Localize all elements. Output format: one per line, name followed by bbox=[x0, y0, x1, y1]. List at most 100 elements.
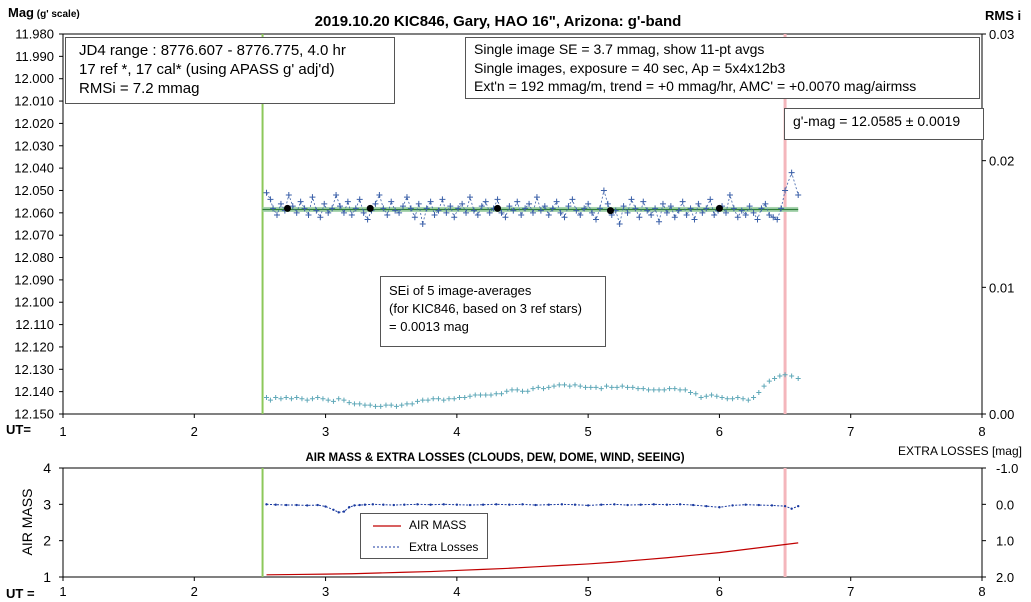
rms-point bbox=[446, 396, 452, 402]
extra-losses-point bbox=[678, 503, 682, 506]
mag-point bbox=[392, 207, 399, 214]
extra-losses-point bbox=[770, 504, 774, 507]
mag-point bbox=[695, 200, 702, 207]
upper-y-tick-label: 12.110 bbox=[15, 317, 54, 332]
mag-point bbox=[620, 203, 627, 210]
extra-losses-point bbox=[534, 503, 537, 507]
jd-line-2: 17 ref *, 17 cal* (using APASS g' adj'd) bbox=[79, 61, 335, 78]
mag-point bbox=[644, 207, 651, 214]
rms-point bbox=[719, 395, 725, 401]
upper-y-tick-label: 12.070 bbox=[14, 228, 54, 243]
mag-point bbox=[435, 207, 442, 214]
rms-point bbox=[404, 401, 410, 407]
extra-losses-point bbox=[363, 503, 367, 506]
extra-losses-point bbox=[797, 504, 800, 508]
mag-point bbox=[699, 209, 706, 216]
extra-losses-point bbox=[790, 507, 793, 510]
mag-point bbox=[297, 198, 304, 205]
mag-point bbox=[573, 207, 580, 214]
rms-point bbox=[430, 396, 436, 402]
se-line-3: Ext'n = 192 mmag/m, trend = +0 mmag/hr, … bbox=[474, 78, 917, 94]
mag-point bbox=[703, 205, 710, 212]
sei-box: SEi of 5 image-averages (for KIC846, bas… bbox=[380, 276, 606, 347]
upper-x-tick-label: 5 bbox=[585, 424, 592, 439]
mag-point bbox=[604, 200, 611, 207]
upper-y-tick-label: 12.010 bbox=[14, 94, 54, 109]
rms-point bbox=[709, 392, 715, 398]
lower-x-tick-label: 1 bbox=[59, 584, 66, 599]
lower-x-tick-label: 6 bbox=[716, 584, 723, 599]
mag-point bbox=[530, 209, 537, 216]
gmag-box: g'-mag = 12.0585 ± 0.0019 bbox=[784, 108, 984, 140]
rms-point bbox=[263, 395, 269, 401]
mag-point bbox=[557, 209, 564, 216]
mag-point bbox=[344, 198, 351, 205]
upper-chart-title: 2019.10.20 KIC846, Gary, HAO 16", Arizon… bbox=[315, 13, 682, 30]
mag-point bbox=[652, 205, 659, 212]
lower-x-tick-label: 2 bbox=[191, 584, 198, 599]
rms-point bbox=[656, 387, 662, 393]
rms-point bbox=[351, 401, 357, 407]
mag-point bbox=[585, 200, 592, 207]
rms-point bbox=[367, 402, 373, 408]
lower-x-tick-label: 7 bbox=[847, 584, 854, 599]
rms-point bbox=[609, 384, 615, 390]
rms-point bbox=[745, 397, 751, 403]
mag-point bbox=[309, 194, 316, 201]
mag-point bbox=[533, 194, 540, 201]
mag-point bbox=[624, 209, 631, 216]
rms-point bbox=[346, 400, 352, 406]
mag-point bbox=[478, 203, 485, 210]
rms-point bbox=[488, 392, 494, 398]
rms-point bbox=[677, 387, 683, 393]
rms-point bbox=[703, 393, 709, 399]
se-line-1: Single image SE = 3.7 mmag, show 11-pt a… bbox=[474, 41, 765, 57]
rms-point bbox=[735, 395, 741, 401]
rms-point bbox=[383, 402, 389, 408]
mag-point bbox=[648, 212, 655, 219]
sei-line-2: (for KIC846, based on 3 ref stars) bbox=[389, 301, 582, 316]
mag-point bbox=[734, 214, 741, 221]
rms-point bbox=[714, 393, 720, 399]
rms-point bbox=[572, 382, 578, 388]
mag-point bbox=[463, 209, 470, 216]
rms-point bbox=[782, 372, 788, 378]
mag-point bbox=[581, 205, 588, 212]
extra-losses-point bbox=[744, 503, 747, 506]
extra-losses-point bbox=[416, 503, 419, 506]
mag-point bbox=[726, 191, 733, 198]
mag-point bbox=[301, 205, 308, 212]
mag-point bbox=[337, 203, 344, 210]
mag-point bbox=[788, 169, 795, 176]
lower-x-tick-label: 3 bbox=[322, 584, 329, 599]
rms-point bbox=[661, 387, 667, 393]
mag-point bbox=[679, 198, 686, 205]
extra-losses-point bbox=[521, 503, 524, 506]
mag-point bbox=[376, 191, 383, 198]
mag-point bbox=[502, 214, 509, 221]
extra-losses-point bbox=[295, 503, 298, 507]
mag-point bbox=[293, 209, 300, 216]
mag-point bbox=[671, 214, 678, 221]
sei-line-1: SEi of 5 image-averages bbox=[389, 283, 532, 298]
jd-range-box: JD4 range : 8776.607 - 8776.775, 4.0 hr … bbox=[65, 37, 395, 104]
rms-point bbox=[330, 398, 336, 404]
rms-point bbox=[730, 396, 736, 402]
upper-y-axis-label: Mag (g' scale) bbox=[8, 5, 80, 20]
rms-point bbox=[614, 384, 620, 390]
extra-losses-point bbox=[508, 503, 511, 506]
rms-point bbox=[273, 395, 279, 401]
extra-losses-point bbox=[613, 503, 616, 506]
rms-point bbox=[583, 384, 589, 390]
mag-point bbox=[313, 207, 320, 214]
rms-point bbox=[562, 382, 568, 388]
lower-y2-axis-label: EXTRA LOSSES [mag] bbox=[898, 444, 1022, 458]
mag-point bbox=[687, 205, 694, 212]
rms-point bbox=[604, 383, 610, 389]
mag-point bbox=[407, 205, 414, 212]
mag-point bbox=[774, 216, 781, 223]
extra-losses-point bbox=[316, 503, 319, 507]
mag-point bbox=[758, 205, 765, 212]
lower-y2-tick-label: -1.0 bbox=[996, 461, 1018, 476]
rms-point bbox=[530, 386, 536, 392]
